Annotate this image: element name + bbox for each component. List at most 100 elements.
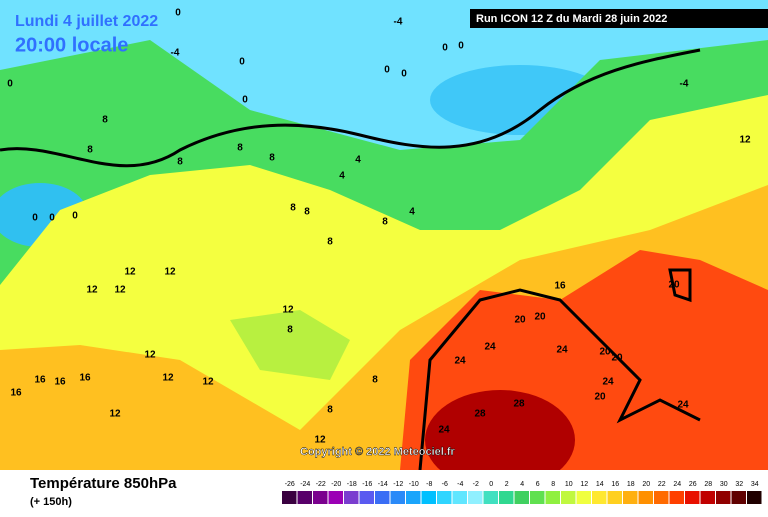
legend-tick-label: -14	[378, 481, 388, 488]
legend-swatch	[452, 491, 467, 504]
legend-swatch	[344, 491, 359, 504]
lead-time: (+ 150h)	[30, 496, 72, 508]
contour-label: 8	[327, 405, 333, 416]
legend-swatch	[530, 491, 545, 504]
contour-label: 0	[72, 211, 78, 222]
legend-tick-label: -4	[457, 481, 463, 488]
legend-tick-label: 28	[704, 481, 712, 488]
legend-tick-label: 16	[611, 481, 619, 488]
contour-label: 12	[162, 373, 174, 384]
contour-label: 8	[287, 325, 293, 336]
contour-label: 12	[739, 135, 751, 146]
legend-tick-label: -8	[426, 481, 432, 488]
legend-tick-label: -26	[285, 481, 295, 488]
contour-label: 8	[327, 237, 333, 248]
legend-tick-label: -22	[316, 481, 326, 488]
legend-swatch	[607, 491, 622, 504]
contour-label: 0	[239, 57, 245, 68]
legend-tick-label: 22	[658, 481, 666, 488]
contour-label: 8	[290, 203, 296, 214]
contour-label: 8	[177, 157, 183, 168]
contour-label: 24	[484, 342, 496, 353]
contour-label: 8	[87, 145, 93, 156]
legend-tick-label: -18	[347, 481, 357, 488]
legend-tick-label: 32	[735, 481, 743, 488]
legend-tick-label: 30	[720, 481, 728, 488]
contour-label: 8	[372, 375, 378, 386]
legend-tick-label: 4	[520, 481, 524, 488]
contour-label: 0	[442, 43, 448, 54]
contour-label: 8	[382, 217, 388, 228]
legend-swatch	[313, 491, 328, 504]
legend-swatch	[359, 491, 374, 504]
contour-label: 0	[384, 65, 390, 76]
legend-tick-label: -12	[393, 481, 403, 488]
legend-tick-label: 12	[580, 481, 588, 488]
contour-label: 24	[438, 425, 450, 436]
contour-label: 12	[164, 267, 176, 278]
contour-label: 4	[409, 207, 415, 218]
legend-swatch	[654, 491, 669, 504]
legend-tick-label: -24	[300, 481, 310, 488]
contour-label: 20	[594, 392, 606, 403]
contour-label: 0	[401, 69, 407, 80]
legend-swatch	[406, 491, 421, 504]
contour-label: 12	[86, 285, 98, 296]
legend-tick-label: 34	[751, 481, 759, 488]
contour-label: 16	[554, 281, 566, 292]
contour-label: 4	[339, 171, 345, 182]
legend-swatch	[390, 491, 405, 504]
legend-swatch	[421, 491, 436, 504]
legend-tick-label: 14	[596, 481, 604, 488]
legend-tick-label: 26	[689, 481, 697, 488]
legend-swatch	[468, 491, 483, 504]
contour-label: 4	[355, 155, 361, 166]
legend-tick-label: 10	[565, 481, 573, 488]
legend-swatch	[282, 491, 297, 504]
contour-label: 24	[556, 345, 568, 356]
contour-label: 16	[10, 388, 22, 399]
contour-label: 12	[144, 350, 156, 361]
legend-swatch	[700, 491, 715, 504]
legend-swatch	[592, 491, 607, 504]
contour-label: 8	[102, 115, 108, 126]
legend-tick-label: -16	[362, 481, 372, 488]
contour-label: -4	[680, 79, 689, 90]
legend-tick-label: 0	[489, 481, 493, 488]
contour-label: 12	[202, 377, 214, 388]
legend-tick-label: 8	[551, 481, 555, 488]
legend-tick-label: 2	[505, 481, 509, 488]
contour-label: 12	[314, 435, 326, 446]
contour-label: 8	[304, 207, 310, 218]
legend-swatch	[747, 491, 762, 504]
contour-label: 12	[109, 409, 121, 420]
legend-swatch	[375, 491, 390, 504]
legend-swatch	[514, 491, 529, 504]
contour-label: 8	[269, 153, 275, 164]
contour-label: 20	[611, 353, 623, 364]
legend-swatch	[576, 491, 591, 504]
legend-swatch	[623, 491, 638, 504]
run-info: Run ICON 12 Z du Mardi 28 juin 2022	[476, 13, 667, 25]
contour-label: -4	[171, 48, 180, 59]
contour-label: 16	[34, 375, 46, 386]
run-box	[470, 9, 768, 28]
legend-tick-label: 6	[536, 481, 540, 488]
legend-swatch	[716, 491, 731, 504]
contour-label: 16	[79, 373, 91, 384]
legend-tick-label: -20	[331, 481, 341, 488]
color-legend: -26 -24 -22 -20 -18 -16 -14 -12 -10 -8 -6 -4 -2 0 2 4 6 8…	[282, 481, 762, 504]
contour-label: 20	[514, 315, 526, 326]
legend-swatch	[297, 491, 312, 504]
legend-swatch	[561, 491, 576, 504]
contour-label: 0	[49, 213, 55, 224]
forecast-date: Lundi 4 juillet 2022	[15, 13, 158, 30]
legend-tick-label: -6	[442, 481, 448, 488]
contour-label: 0	[32, 213, 38, 224]
legend-tick-label: 24	[673, 481, 681, 488]
legend-swatch	[328, 491, 343, 504]
contour-label: 24	[602, 377, 614, 388]
legend-swatch	[638, 491, 653, 504]
contour-label: 12	[282, 305, 294, 316]
